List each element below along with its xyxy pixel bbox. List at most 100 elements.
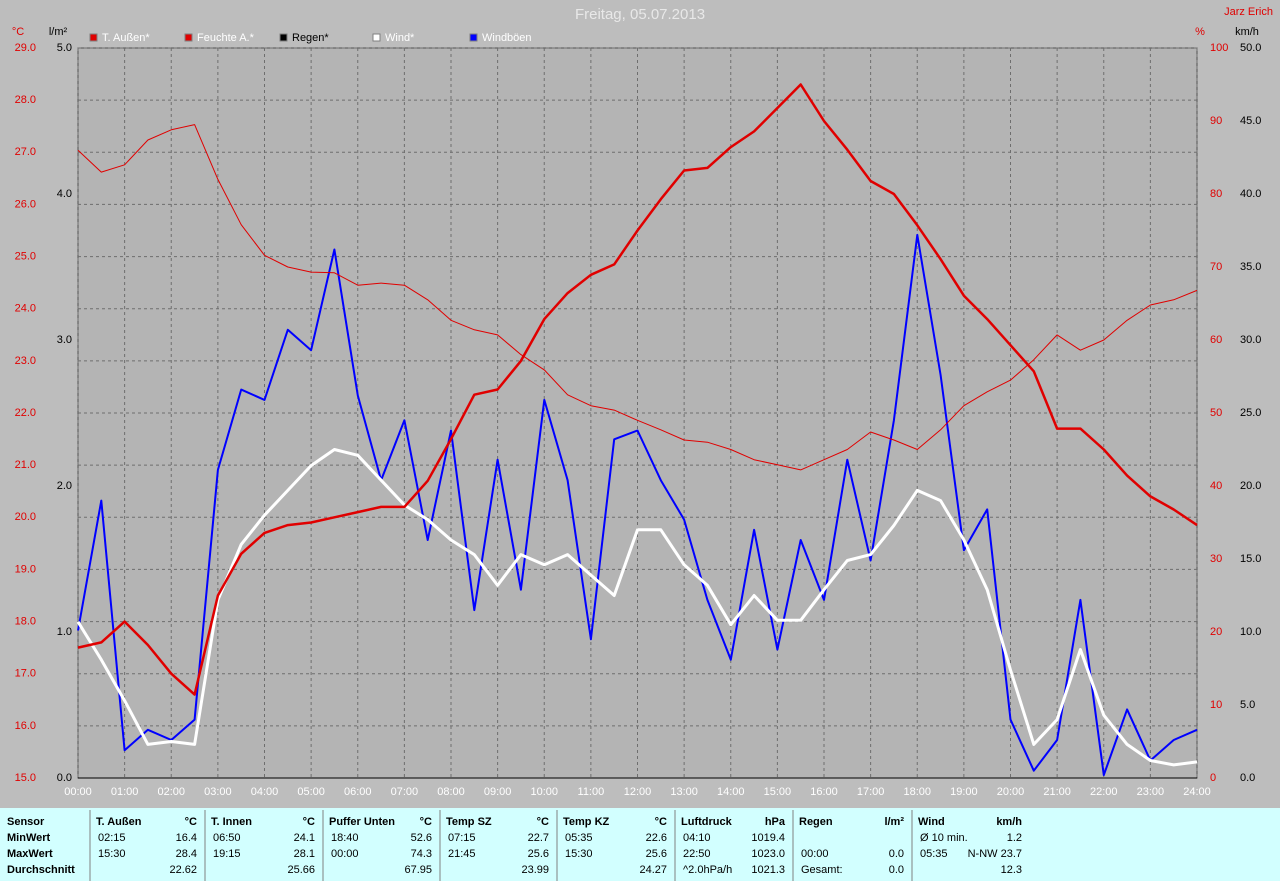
y4-tick-label: 30.0 bbox=[1240, 334, 1261, 346]
row-label: Sensor bbox=[7, 816, 45, 828]
column-header: Temp SZ bbox=[446, 816, 492, 828]
x-tick-label: 14:00 bbox=[717, 786, 745, 798]
y2-tick-label: 70 bbox=[1210, 261, 1222, 273]
y3-tick-label: 2.0 bbox=[57, 480, 72, 492]
legend-swatch bbox=[184, 33, 193, 42]
y-tick-label: 21.0 bbox=[15, 459, 36, 471]
series-line bbox=[77, 83, 1198, 696]
y2-tick-label: 40 bbox=[1210, 480, 1222, 492]
chart-title: Freitag, 05.07.2013 bbox=[575, 6, 705, 23]
column-header: Wind bbox=[918, 816, 945, 828]
y-tick-label: 25.0 bbox=[15, 250, 36, 262]
legend-label: Regen* bbox=[292, 32, 329, 44]
x-tick-label: 04:00 bbox=[251, 786, 279, 798]
legend-swatch bbox=[279, 33, 288, 42]
cell-value: 1019.4 bbox=[751, 832, 785, 844]
y4-tick-label: 50.0 bbox=[1240, 42, 1261, 54]
column-header: Luftdruck bbox=[681, 816, 733, 828]
cell-label: 04:10 bbox=[683, 832, 711, 844]
column-unit: °C bbox=[420, 816, 432, 828]
row-label: MaxWert bbox=[7, 848, 53, 860]
y-tick-label: 27.0 bbox=[15, 146, 36, 158]
series-line bbox=[77, 124, 1198, 471]
row-label: Durchschnitt bbox=[7, 864, 75, 876]
y4-tick-label: 25.0 bbox=[1240, 407, 1261, 419]
x-tick-label: 02:00 bbox=[157, 786, 185, 798]
x-tick-label: 23:00 bbox=[1137, 786, 1165, 798]
x-tick-label: 21:00 bbox=[1043, 786, 1071, 798]
legend-label: Wind* bbox=[385, 32, 415, 44]
x-tick-label: 07:00 bbox=[391, 786, 419, 798]
cell-label: 02:15 bbox=[98, 832, 126, 844]
cell-value: 28.4 bbox=[176, 848, 197, 860]
cell-label: 05:35 bbox=[920, 848, 948, 860]
x-tick-label: 06:00 bbox=[344, 786, 372, 798]
cell-value: 16.4 bbox=[176, 832, 197, 844]
series-line bbox=[76, 448, 1198, 767]
y-tick-label: 26.0 bbox=[15, 198, 36, 210]
y-tick-label: 18.0 bbox=[15, 615, 36, 627]
cell-label: Ø 10 min. bbox=[920, 832, 968, 844]
column-unit: l/m² bbox=[884, 816, 904, 828]
cell-value: 22.7 bbox=[528, 832, 549, 844]
x-tick-label: 18:00 bbox=[903, 786, 931, 798]
x-tick-label: 16:00 bbox=[810, 786, 838, 798]
legend-swatch bbox=[89, 33, 98, 42]
cell-value: 25.6 bbox=[528, 848, 549, 860]
y2-tick-label: 50 bbox=[1210, 407, 1222, 419]
y-tick-label: 28.0 bbox=[15, 94, 36, 106]
x-tick-label: 10:00 bbox=[530, 786, 558, 798]
y2-tick-label: 0 bbox=[1210, 772, 1216, 784]
column-header: Regen bbox=[799, 816, 833, 828]
column-header: Temp KZ bbox=[563, 816, 610, 828]
x-tick-label: 19:00 bbox=[950, 786, 978, 798]
y-tick-label: 17.0 bbox=[15, 668, 36, 680]
cell-value: 52.6 bbox=[411, 832, 432, 844]
y2-tick-label: 100 bbox=[1210, 42, 1228, 54]
x-tick-label: 24:00 bbox=[1183, 786, 1211, 798]
y4-tick-label: 35.0 bbox=[1240, 261, 1261, 273]
y2-axis-label: % bbox=[1195, 26, 1205, 38]
legend-label: T. Außen* bbox=[102, 32, 150, 44]
y3-tick-label: 3.0 bbox=[57, 334, 72, 346]
x-tick-label: 11:00 bbox=[578, 786, 605, 798]
cell-value: 23.99 bbox=[521, 864, 549, 876]
legend-label: Feuchte A.* bbox=[197, 32, 255, 44]
x-tick-label: 03:00 bbox=[204, 786, 232, 798]
y2-tick-label: 60 bbox=[1210, 334, 1222, 346]
column-header: T. Innen bbox=[211, 816, 252, 828]
y-tick-label: 15.0 bbox=[15, 772, 36, 784]
legend-swatch bbox=[469, 33, 478, 42]
y4-tick-label: 10.0 bbox=[1240, 626, 1261, 638]
cell-value: 22.6 bbox=[646, 832, 667, 844]
x-tick-label: 00:00 bbox=[64, 786, 92, 798]
cell-label: 15:30 bbox=[565, 848, 593, 860]
y3-axis-label: l/m² bbox=[49, 26, 68, 38]
cell-value: 67.95 bbox=[404, 864, 432, 876]
column-unit: hPa bbox=[765, 816, 786, 828]
cell-label: 05:35 bbox=[565, 832, 593, 844]
cell-label: 18:40 bbox=[331, 832, 359, 844]
column-unit: km/h bbox=[996, 816, 1022, 828]
y-tick-label: 22.0 bbox=[15, 407, 36, 419]
column-header: Puffer Unten bbox=[329, 816, 395, 828]
x-tick-label: 15:00 bbox=[764, 786, 792, 798]
x-tick-label: 13:00 bbox=[670, 786, 698, 798]
cell-label: 21:45 bbox=[448, 848, 476, 860]
cell-label: 07:15 bbox=[448, 832, 476, 844]
y-tick-label: 19.0 bbox=[15, 563, 36, 575]
column-unit: °C bbox=[655, 816, 667, 828]
y2-tick-label: 30 bbox=[1210, 553, 1222, 565]
cell-label: 15:30 bbox=[98, 848, 126, 860]
cell-value: 22.62 bbox=[169, 864, 197, 876]
cell-label: Gesamt: bbox=[801, 864, 843, 876]
y4-tick-label: 40.0 bbox=[1240, 188, 1261, 200]
cell-value: 24.27 bbox=[639, 864, 667, 876]
y3-tick-label: 5.0 bbox=[57, 42, 72, 54]
cell-value: 25.6 bbox=[646, 848, 667, 860]
cell-value: 1023.0 bbox=[751, 848, 785, 860]
cell-label: ^2.0hPa/h bbox=[683, 864, 732, 876]
x-tick-label: 17:00 bbox=[857, 786, 885, 798]
y-tick-label: 23.0 bbox=[15, 355, 36, 367]
y-tick-label: 16.0 bbox=[15, 720, 36, 732]
